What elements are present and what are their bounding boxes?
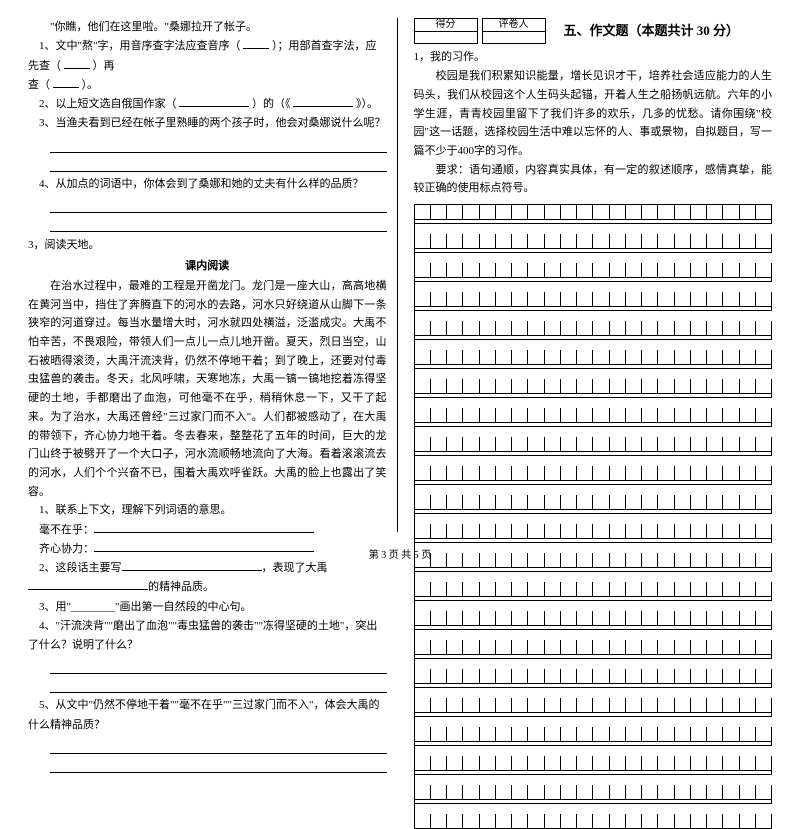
pq5: 5、从文中"仍然不停地干着""毫不在乎""三过家门而不入"，体会大禹的什么精神品… — [28, 696, 387, 735]
t: 2、这段话主要写 — [39, 562, 122, 574]
page-footer: 第 3 页 共 5 页 — [0, 546, 800, 561]
score-header: 得分 评卷人 五、作文题（本题共计 30 分） — [414, 18, 773, 44]
blank[interactable] — [53, 77, 79, 88]
writing-grid[interactable] — [414, 204, 773, 829]
answer-line[interactable] — [50, 197, 387, 213]
answer-line[interactable] — [50, 156, 387, 172]
q4-line: 4、从加点的词语中，你体会到了桑娜和她的丈夫有什么样的品质？ — [28, 175, 387, 194]
answer-line[interactable] — [50, 757, 387, 773]
t: 毫不在乎： — [39, 524, 94, 536]
answer-line[interactable] — [50, 738, 387, 754]
t: 的精神品质。 — [148, 581, 214, 593]
t: 查（ — [28, 79, 50, 91]
answer-line[interactable] — [50, 137, 387, 153]
essay-req: 要求：语句通顺，内容真实具体，有一定的叙述顺序，感情真挚，能较正确的使用标点符号… — [414, 161, 773, 198]
pq4: 4、"汗流浃背""磨出了血泡""毒虫猛兽的袭击""冻得坚硬的土地"，突出了什么？… — [28, 617, 387, 656]
subtitle: 课内阅读 — [28, 257, 387, 273]
left-column: "你瞧，他们在这里啦。"桑娜拉开了帐子。 1、文中"熬"字，用音序查字法应查音序… — [28, 18, 398, 532]
score-box: 得分 — [414, 18, 478, 44]
q1a: 1、文中"熬"字，用音序查字法应查音序（ — [39, 40, 240, 52]
grader-value[interactable] — [483, 32, 545, 43]
essay-head: 1，我的习作。 — [414, 48, 773, 67]
t: ，表现了大禹 — [262, 562, 328, 574]
grader-box: 评卷人 — [482, 18, 546, 44]
right-column: 得分 评卷人 五、作文题（本题共计 30 分） 1，我的习作。 校园是我们积累知… — [412, 18, 773, 532]
section-title: 五、作文题（本题共计 30 分） — [564, 18, 740, 44]
answer-line[interactable] — [50, 677, 387, 693]
score-value[interactable] — [415, 32, 477, 43]
blank[interactable] — [94, 522, 314, 533]
blank[interactable] — [122, 560, 262, 571]
blank[interactable] — [64, 58, 90, 69]
pq1a: 毫不在乎： — [28, 521, 387, 540]
section-3: 3，阅读天地。 — [28, 236, 387, 255]
passage: 在治水过程中，最难的工程是开凿龙门。龙门是一座大山，高高地横在黄河当中，挡住了奔… — [28, 277, 387, 501]
grader-label: 评卷人 — [483, 19, 545, 32]
t: ）的（《 — [252, 98, 291, 110]
blank[interactable] — [28, 579, 148, 590]
blank[interactable] — [179, 96, 249, 107]
quote-line: "你瞧，他们在这里啦。"桑娜拉开了帐子。 — [28, 18, 387, 37]
t: 》）。 — [356, 98, 378, 110]
pq2b: 的精神品质。 — [28, 578, 387, 597]
score-label: 得分 — [415, 19, 477, 32]
blank[interactable] — [293, 96, 353, 107]
q1-cont: 查（ ）。 — [28, 76, 387, 95]
answer-line[interactable] — [50, 658, 387, 674]
pq3: 3、用"________"画出第一自然段的中心句。 — [28, 598, 387, 617]
t: ）。 — [82, 79, 99, 91]
pq2: 2、这段话主要写 ，表现了大禹 — [28, 559, 387, 578]
q3-line: 3、当渔夫看到已经在帐子里熟睡的两个孩子时，他会对桑娜说什么呢？ — [28, 114, 387, 133]
answer-line[interactable] — [50, 216, 387, 232]
blank[interactable] — [243, 38, 269, 49]
q2-line: 2、以上短文选自俄国作家（ ）的（《 》）。 — [28, 95, 387, 114]
t: 2、以上短文选自俄国作家（ — [39, 98, 177, 110]
pq1: 1、联系上下文，理解下列词语的意思。 — [28, 501, 387, 520]
q1-line: 1、文中"熬"字，用音序查字法应查音序（ ）；用部首查字法，应先查（ ）再 — [28, 37, 387, 76]
q1c: ）再 — [93, 60, 115, 72]
essay-prompt: 校园是我们积累知识能量，增长见识才干，培养社会适应能力的人生码头，我们从校园这个… — [414, 67, 773, 160]
